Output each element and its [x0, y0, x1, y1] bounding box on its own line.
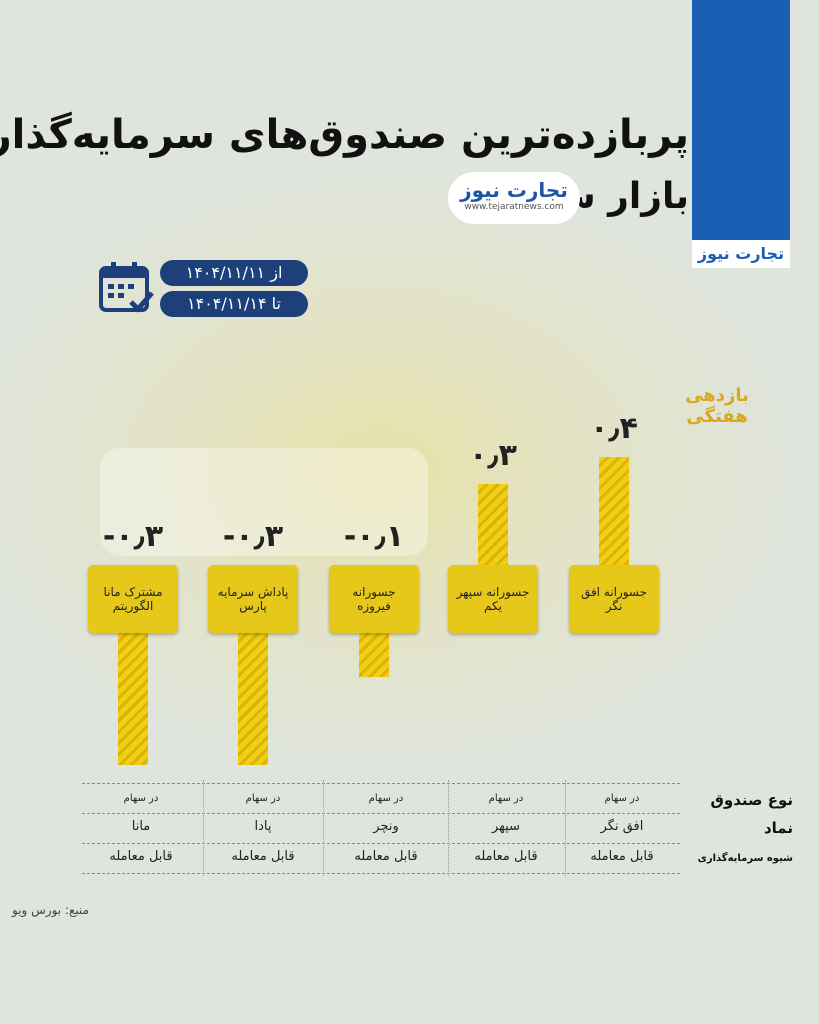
row-header: نماد	[763, 819, 793, 837]
category-box: مشترک مانا الگوریتم	[88, 565, 178, 633]
row-divider	[82, 783, 680, 784]
table-cell: افق نگر	[600, 819, 644, 834]
table-cell: در سهام	[604, 793, 640, 804]
value-label: ۰٫۳	[469, 438, 517, 473]
brand-logo: تجارت نیوز	[692, 240, 790, 268]
column-divider	[565, 780, 566, 876]
table-cell: قابل معامله	[109, 849, 173, 864]
bar	[599, 457, 629, 565]
title: پربازده‌ترین صندوق‌های سرمایه‌گذاری	[0, 112, 689, 158]
table-cell: در سهام	[123, 793, 159, 804]
row-header: نوع صندوق	[710, 791, 793, 809]
table-cell: سپهر	[492, 819, 520, 834]
row-divider	[82, 813, 680, 814]
table-cell: در سهام	[245, 793, 281, 804]
category-box: جسورانه سپهر یکم	[448, 565, 538, 633]
source: منبع: بورس ویو	[12, 903, 90, 917]
column-divider	[448, 780, 449, 876]
category-box: جسورانه افق نگر	[569, 565, 659, 633]
bar	[118, 633, 148, 765]
row-header: شیوه سرمایه‌گذاری	[697, 853, 793, 864]
brand-strip	[692, 0, 790, 268]
value-label: -۰٫۳	[222, 519, 284, 554]
table-cell: قابل معامله	[354, 849, 418, 864]
category-box: جسورانه فیروزه	[329, 565, 419, 633]
bar	[478, 484, 508, 565]
logo-url: www.tejaratnews.com	[464, 202, 564, 212]
row-divider	[82, 843, 680, 844]
table-cell: در سهام	[368, 793, 404, 804]
calendar-icon	[99, 262, 154, 313]
logo-name: تجارت نیوز	[460, 178, 568, 202]
table-cell: قابل معامله	[231, 849, 295, 864]
logo-badge: تجارت نیوز www.tejaratnews.com	[448, 172, 580, 224]
date-from: از ۱۴۰۴/۱۱/۱۱	[160, 260, 308, 286]
column-divider	[203, 780, 204, 876]
value-label: -۰٫۳	[102, 519, 164, 554]
table-cell: ونچر	[373, 819, 399, 834]
table-cell: مانا	[131, 819, 151, 834]
table-cell: پادا	[254, 819, 272, 834]
table-cell: در سهام	[488, 793, 524, 804]
watermark	[100, 448, 428, 556]
series-label: بازدهی هفتگی	[685, 385, 749, 427]
bar	[238, 633, 268, 765]
date-to: تا ۱۴۰۴/۱۱/۱۴	[160, 291, 308, 317]
table-cell: قابل معامله	[474, 849, 538, 864]
value-label: ۰٫۴	[590, 411, 638, 446]
table-cell: قابل معامله	[590, 849, 654, 864]
category-box: پاداش سرمایه پارس	[208, 565, 298, 633]
row-divider	[82, 873, 680, 874]
bar	[359, 633, 389, 677]
value-label: -۰٫۱	[343, 519, 405, 554]
column-divider	[323, 780, 324, 876]
